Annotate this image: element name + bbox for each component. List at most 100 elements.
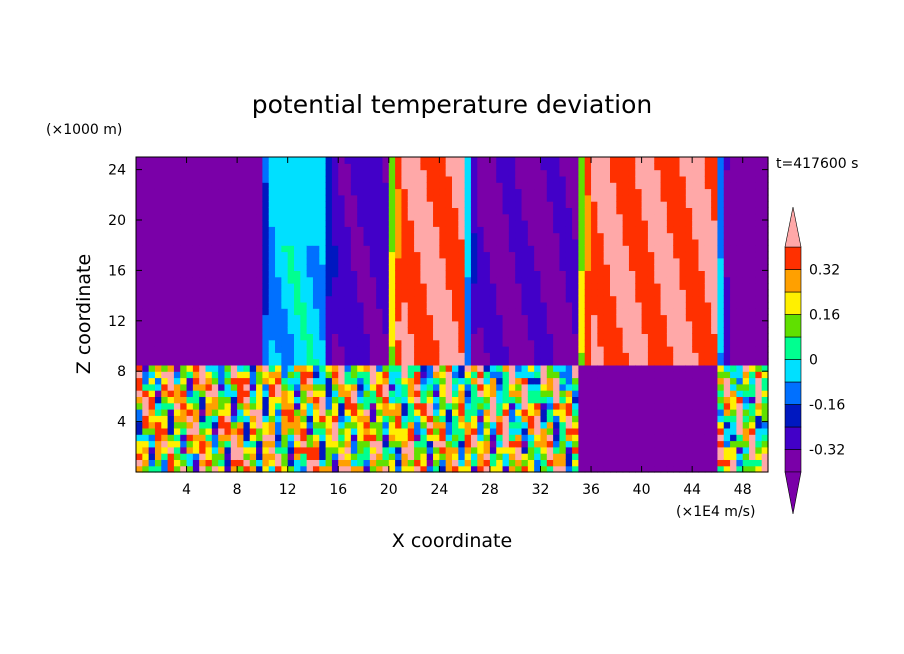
contour-cell (572, 270, 579, 278)
contour-cell (622, 352, 630, 360)
contour-cell (369, 251, 377, 259)
contour-cell (622, 434, 630, 442)
contour-cell (407, 352, 415, 360)
contour-cell (603, 295, 611, 303)
contour-cell (534, 251, 542, 259)
contour-cell (610, 213, 617, 221)
contour-cell (483, 257, 491, 265)
contour-cell (325, 402, 333, 410)
contour-cell (211, 283, 219, 290)
contour-cell (749, 245, 756, 253)
contour-cell (312, 421, 320, 429)
contour-cell (237, 427, 245, 435)
contour-cell (167, 220, 175, 227)
contour-cell (287, 333, 295, 341)
contour-cell (344, 333, 352, 341)
contour-cell (376, 415, 384, 423)
contour-cell (546, 434, 554, 442)
contour-cell (685, 402, 693, 410)
contour-cell (388, 427, 396, 435)
contour-cell (515, 339, 523, 347)
contour-cell (628, 440, 636, 448)
contour-cell (496, 169, 504, 177)
contour-cell (167, 339, 175, 347)
contour-cell (464, 427, 472, 435)
contour-cell (262, 213, 270, 221)
contour-cell (736, 453, 744, 460)
contour-cell (496, 314, 504, 322)
contour-cell (546, 257, 554, 265)
contour-cell (527, 421, 535, 429)
contour-cell (180, 453, 188, 460)
contour-cell (275, 440, 282, 448)
contour-cell (445, 232, 453, 240)
contour-cell (161, 157, 169, 164)
contour-cell (344, 301, 352, 309)
contour-cell (395, 440, 403, 448)
contour-cell (376, 194, 384, 202)
contour-cell (723, 396, 731, 404)
contour-cell (755, 163, 763, 171)
contour-cell (218, 270, 226, 278)
contour-cell (369, 289, 377, 297)
contour-cell (711, 264, 719, 271)
contour-cell (553, 421, 561, 429)
contour-cell (344, 415, 352, 423)
contour-cell (565, 163, 573, 171)
contour-cell (540, 238, 548, 246)
contour-cell (692, 276, 700, 284)
contour-cell (136, 289, 143, 297)
contour-cell (458, 465, 466, 473)
contour-cell (559, 283, 567, 290)
contour-cell (641, 264, 649, 271)
contour-cell (161, 346, 169, 353)
contour-cell (237, 220, 245, 227)
contour-cell (205, 169, 213, 177)
contour-cell (452, 157, 459, 164)
contour-cell (433, 346, 440, 353)
contour-cell (186, 175, 194, 183)
contour-cell (338, 295, 346, 303)
contour-cell (628, 358, 636, 366)
contour-cell (154, 270, 162, 278)
contour-cell (325, 169, 333, 177)
contour-cell (281, 308, 289, 316)
contour-cell (199, 308, 207, 316)
contour-cell (477, 194, 485, 202)
contour-cell (230, 446, 238, 454)
contour-cell (275, 270, 282, 278)
contour-cell (477, 213, 485, 221)
contour-cell (275, 182, 282, 190)
contour-cell (742, 333, 750, 341)
contour-cell (325, 213, 333, 221)
contour-cell (306, 157, 314, 164)
contour-cell (420, 415, 428, 423)
contour-cell (742, 377, 750, 385)
contour-cell (439, 446, 447, 454)
contour-cell (199, 453, 207, 460)
contour-cell (489, 402, 497, 410)
contour-cell (331, 232, 339, 240)
contour-cell (540, 396, 548, 404)
contour-cell (167, 421, 175, 429)
contour-cell (319, 169, 327, 177)
contour-cell (420, 264, 428, 271)
contour-cell (211, 157, 219, 164)
contour-cell (534, 352, 542, 360)
contour-cell (319, 440, 327, 448)
contour-cell (180, 283, 188, 290)
contour-cell (338, 175, 346, 183)
contour-cell (553, 352, 561, 360)
contour-cell (433, 440, 440, 448)
contour-cell (154, 383, 162, 391)
contour-cell (591, 377, 598, 385)
contour-cell (306, 226, 314, 234)
contour-cell (445, 295, 453, 303)
contour-cell (749, 295, 756, 303)
contour-cell (628, 320, 636, 328)
contour-cell (268, 201, 276, 208)
contour-cell (300, 346, 308, 353)
contour-cell (167, 314, 175, 322)
contour-cell (679, 207, 687, 215)
contour-cell (736, 314, 744, 322)
